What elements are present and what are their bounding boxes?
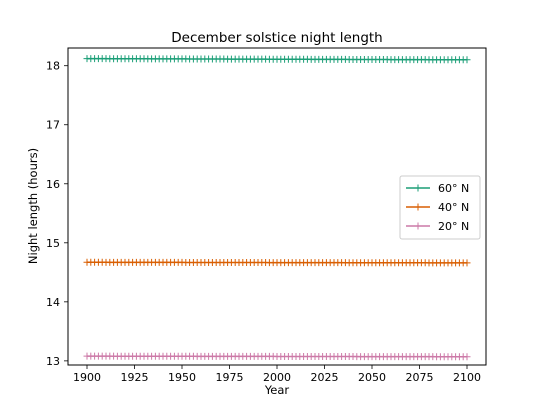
y-tick-label: 16 (46, 178, 60, 191)
x-tick-label: 2100 (453, 371, 481, 384)
x-tick-label: 2000 (263, 371, 291, 384)
x-tick-label: 2025 (311, 371, 339, 384)
series-2 (83, 258, 471, 267)
y-tick-label: 17 (46, 119, 60, 132)
series-group (83, 55, 471, 361)
series-markers (83, 258, 471, 267)
data-point (463, 259, 471, 267)
legend: 60° N 40° N 20° N (399, 175, 481, 240)
series-markers (83, 352, 471, 361)
x-tick-label: 2050 (358, 371, 386, 384)
legend-item: 40° N (406, 201, 469, 214)
legend-box (399, 175, 481, 240)
data-point (463, 56, 471, 64)
y-axis-ticks: 13 14 15 16 17 18 (46, 60, 68, 368)
x-tick-label: 2075 (406, 371, 434, 384)
legend-marker (414, 222, 422, 230)
y-tick-label: 13 (46, 355, 60, 368)
x-tick-label: 1975 (216, 371, 244, 384)
legend-marker (414, 184, 422, 192)
y-axis-title: Night length (hours) (26, 148, 40, 264)
legend-marker (414, 203, 422, 211)
x-tick-label: 1925 (121, 371, 149, 384)
data-point (463, 353, 471, 361)
x-tick-label: 1950 (168, 371, 196, 384)
legend-label: 40° N (438, 201, 469, 214)
legend-item: 20° N (406, 220, 469, 233)
series-markers (83, 55, 471, 64)
y-tick-label: 15 (46, 237, 60, 250)
legend-label: 20° N (438, 220, 469, 233)
y-tick-label: 14 (46, 296, 60, 309)
y-tick-label: 18 (46, 60, 60, 73)
x-tick-label: 1900 (73, 371, 101, 384)
x-axis-title: Year (264, 383, 290, 397)
x-axis-ticks: 1900 1925 1950 1975 2000 2025 2050 2075 2100 (73, 365, 481, 384)
chart-title: December solstice night length (171, 30, 383, 46)
legend-label: 60° N (438, 182, 469, 195)
series-3 (83, 352, 471, 361)
legend-item: 60° N (406, 182, 469, 195)
series-1 (83, 55, 471, 64)
